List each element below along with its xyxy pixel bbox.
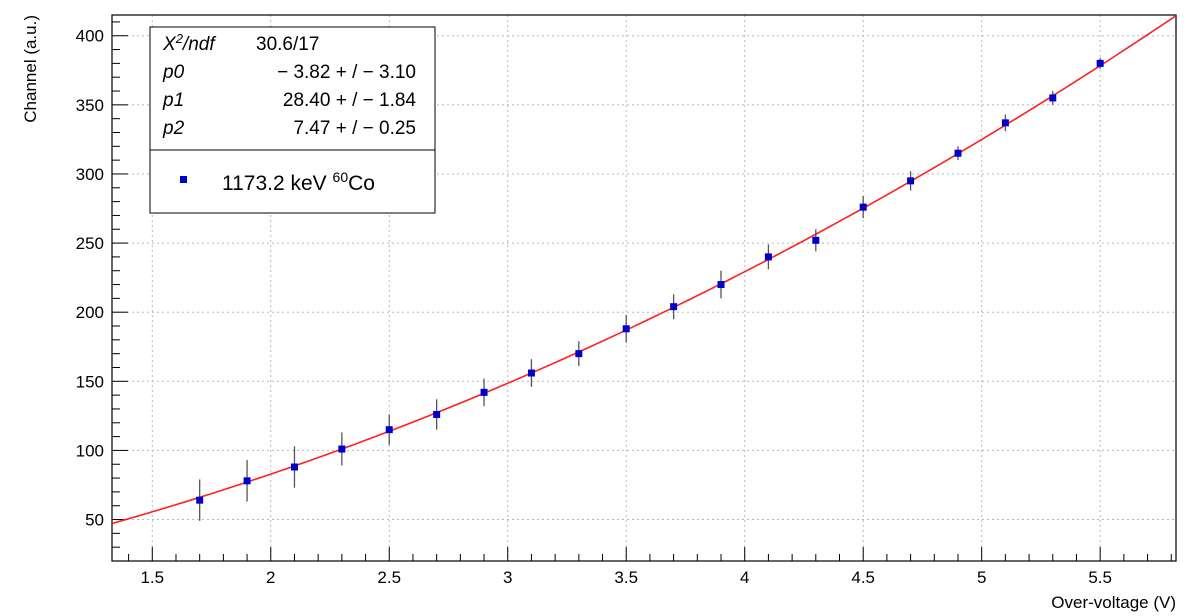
stats-p0-value: − 3.82 + / − 3.10 [277, 62, 416, 83]
data-point [196, 496, 204, 504]
legend-label-main: 1173.2 keV [222, 172, 333, 195]
x-tick-label: 2 [266, 568, 275, 587]
data-point [575, 350, 583, 358]
stats-chi2-value: 30.6/17 [256, 34, 319, 55]
plot-frame [111, 14, 1177, 562]
legend-label-rest: Co [348, 172, 375, 195]
legend-marker [180, 176, 187, 183]
grid [112, 15, 1176, 561]
x-tick-label: 5.5 [1088, 568, 1112, 587]
data-point [1001, 119, 1009, 127]
y-tick-label: 400 [76, 27, 104, 46]
x-tick-label: 4.5 [851, 568, 875, 587]
y-axis-title: Channel (a.u.) [21, 15, 40, 123]
y-tick-label: 200 [76, 303, 104, 322]
legend-frame [149, 149, 436, 214]
x-axis-tick-labels: 1.5 2 2.5 3 3.5 4 4.5 5 5.5 [140, 568, 1112, 587]
data-point [338, 445, 346, 453]
stats-chi2-symbol: X [162, 34, 177, 55]
stats-p1-label: p1 [162, 90, 184, 111]
data-point [290, 463, 298, 471]
stats-p1-value: 28.40 + / − 1.84 [283, 90, 417, 111]
y-tick-label: 250 [76, 234, 104, 253]
x-tick-label: 1.5 [140, 568, 164, 587]
data-point [1049, 94, 1057, 102]
data-point [433, 410, 441, 418]
data-point [859, 203, 867, 211]
legend: 1173.2 keV 60Co [149, 149, 436, 214]
data-point [243, 477, 251, 485]
data-point [480, 388, 488, 396]
stats-p2-label: p2 [162, 118, 185, 139]
data-point [717, 281, 725, 289]
data-point [670, 303, 678, 311]
legend-label: 1173.2 keV 60Co [222, 169, 375, 195]
y-tick-label: 300 [76, 165, 104, 184]
x-tick-label: 3.5 [614, 568, 638, 587]
y-axis-tick-labels: 50 100 150 200 250 300 350 400 [76, 27, 104, 530]
stats-p0-label: p0 [162, 62, 185, 83]
data-point [954, 149, 962, 157]
data-point [385, 426, 393, 434]
stats-chi2-superscript: 2 [175, 31, 184, 46]
stats-p2-value: 7.47 + / − 0.25 [293, 118, 416, 139]
legend-label-superscript: 60 [333, 169, 349, 185]
x-tick-label: 5 [977, 568, 986, 587]
stats-chi2-ndf: /ndf [181, 34, 216, 55]
data-series [196, 57, 1104, 521]
x-tick-label: 3 [503, 568, 512, 587]
y-tick-label: 100 [76, 441, 104, 460]
axis-ticks [112, 21, 1172, 561]
y-tick-label: 150 [76, 372, 104, 391]
stats-box: X2/ndf 30.6/17 p0 − 3.82 + / − 3.10 p1 2… [149, 26, 436, 151]
x-axis-title: Over-voltage (V) [1051, 593, 1176, 612]
data-point [812, 236, 820, 244]
data-point [622, 325, 630, 333]
stats-box-frame [149, 26, 436, 151]
y-tick-label: 50 [85, 511, 104, 530]
data-point [1096, 59, 1104, 67]
fit-curve [111, 15, 1177, 525]
data-point [907, 177, 915, 185]
stats-chi2-label: X2/ndf [162, 31, 216, 56]
x-tick-label: 2.5 [377, 568, 401, 587]
y-tick-label: 350 [76, 96, 104, 115]
data-point [764, 253, 772, 261]
data-point [527, 369, 535, 377]
x-tick-label: 4 [740, 568, 749, 587]
